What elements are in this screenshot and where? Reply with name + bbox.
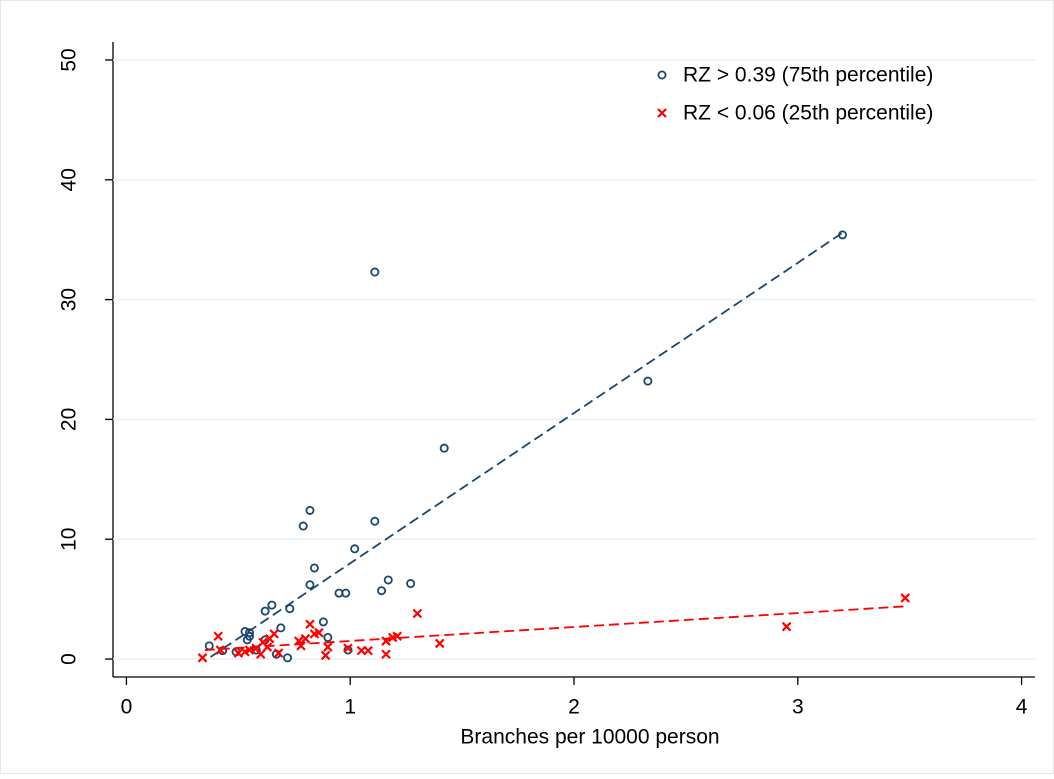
point xyxy=(197,653,208,663)
point xyxy=(343,645,353,655)
x-axis-label: Branches per 10000 person xyxy=(460,726,719,749)
point xyxy=(363,645,373,656)
point xyxy=(273,648,284,658)
point xyxy=(381,649,391,660)
y-tick-label: 0 xyxy=(58,653,81,665)
point xyxy=(296,641,306,651)
point xyxy=(381,636,391,646)
point xyxy=(377,586,387,596)
point xyxy=(350,544,360,554)
point xyxy=(370,267,380,277)
point xyxy=(242,635,252,645)
point xyxy=(320,650,331,661)
x-tick-label: 0 xyxy=(121,696,133,719)
point xyxy=(293,636,304,646)
point xyxy=(314,627,324,638)
point xyxy=(838,230,848,240)
point xyxy=(439,443,449,453)
point xyxy=(298,521,308,531)
point xyxy=(215,645,226,655)
point xyxy=(318,617,328,627)
fit-line xyxy=(210,230,846,658)
point xyxy=(285,604,295,614)
point xyxy=(300,633,311,644)
point xyxy=(370,516,380,526)
point xyxy=(323,632,333,642)
point xyxy=(262,642,273,652)
y-tick-label: 10 xyxy=(58,528,81,551)
point xyxy=(276,623,286,633)
legend-label: RZ > 0.39 (75th percentile) xyxy=(683,64,933,87)
x-tick-label: 2 xyxy=(568,696,580,719)
point xyxy=(255,649,266,660)
point xyxy=(267,600,277,610)
y-tick-label: 20 xyxy=(58,408,81,431)
y-tick-label: 40 xyxy=(58,168,81,191)
point xyxy=(343,643,353,654)
point xyxy=(323,642,333,652)
point xyxy=(406,579,416,589)
point xyxy=(260,606,270,616)
x-tick-label: 1 xyxy=(344,696,356,719)
point xyxy=(283,653,293,663)
point xyxy=(240,626,250,636)
legend-marker xyxy=(657,108,667,118)
point xyxy=(305,619,315,630)
point xyxy=(412,608,423,619)
point xyxy=(341,588,351,598)
x-tick-label: 3 xyxy=(792,696,804,719)
point xyxy=(900,593,910,603)
point xyxy=(269,629,279,639)
point xyxy=(305,505,315,515)
point xyxy=(305,580,315,590)
y-tick-label: 30 xyxy=(58,288,81,311)
point xyxy=(213,631,223,642)
point xyxy=(643,376,653,386)
legend-label: RZ < 0.06 (25th percentile) xyxy=(683,102,933,125)
legend-marker xyxy=(657,70,667,80)
x-tick-label: 4 xyxy=(1016,696,1028,719)
point xyxy=(434,638,445,649)
point xyxy=(781,621,792,632)
fit-line xyxy=(204,605,906,651)
point xyxy=(244,645,255,655)
point xyxy=(392,631,402,642)
point xyxy=(383,575,393,585)
point xyxy=(309,563,319,573)
y-tick-label: 50 xyxy=(58,48,81,71)
